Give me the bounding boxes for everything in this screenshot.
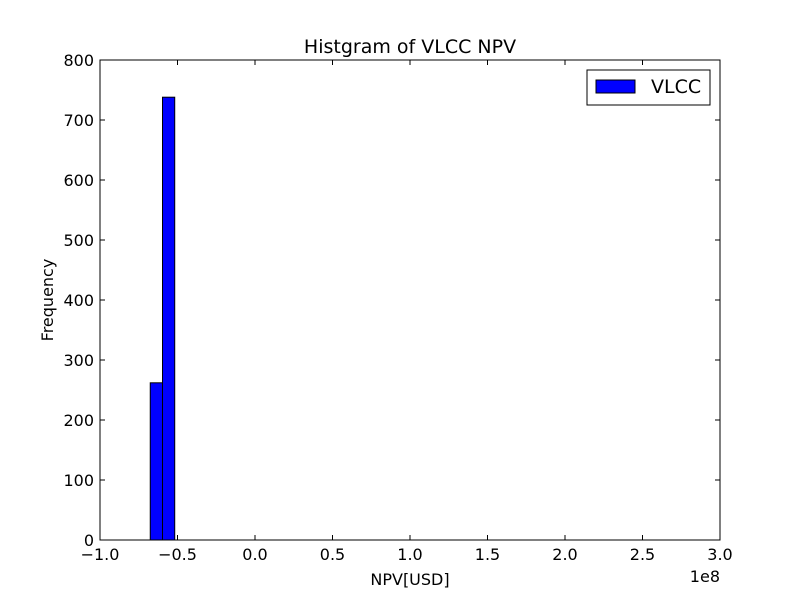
x-tick-label-4: 1.0 [397, 545, 422, 564]
y-tick-label-1: 100 [63, 471, 94, 490]
chart-title: Histgram of VLCC NPV [304, 36, 516, 58]
y-tick-label-4: 400 [63, 291, 94, 310]
x-tick-label-6: 2.0 [552, 545, 577, 564]
legend-swatch [595, 79, 636, 94]
x-axis-label: NPV[USD] [370, 570, 449, 589]
y-tick-label-7: 700 [63, 111, 94, 130]
y-tick-label-5: 500 [63, 231, 94, 250]
plot-frame [99, 59, 721, 541]
y-tick-label-2: 200 [63, 411, 94, 430]
y-tick-label-6: 600 [63, 171, 94, 190]
x-tick-label-5: 1.5 [475, 545, 500, 564]
y-tick-label-3: 300 [63, 351, 94, 370]
histogram-bar-1 [161, 96, 176, 541]
x-tick-label-2: 0.0 [242, 545, 267, 564]
x-tick-label-0: −1.0 [81, 545, 120, 564]
x-tick-label-7: 2.5 [630, 545, 655, 564]
y-tick-label-0: 0 [84, 531, 94, 550]
y-axis-label: Frequency [38, 259, 57, 342]
x-offset-label: 1e8 [690, 567, 720, 586]
ticks-group: −1.0 −0.5 0.0 0.5 1.0 1.5 2.0 2.5 3.0 0 100 200 300 4… [63, 51, 732, 564]
histogram-bar-0 [149, 382, 163, 541]
x-tick-label-3: 0.5 [320, 545, 345, 564]
x-tick-label-1: −0.5 [158, 545, 197, 564]
bars-group [149, 96, 176, 541]
y-tick-label-8: 800 [63, 51, 94, 70]
legend: VLCC [586, 69, 711, 106]
legend-label: VLCC [651, 76, 701, 98]
x-tick-label-8: 3.0 [707, 545, 732, 564]
